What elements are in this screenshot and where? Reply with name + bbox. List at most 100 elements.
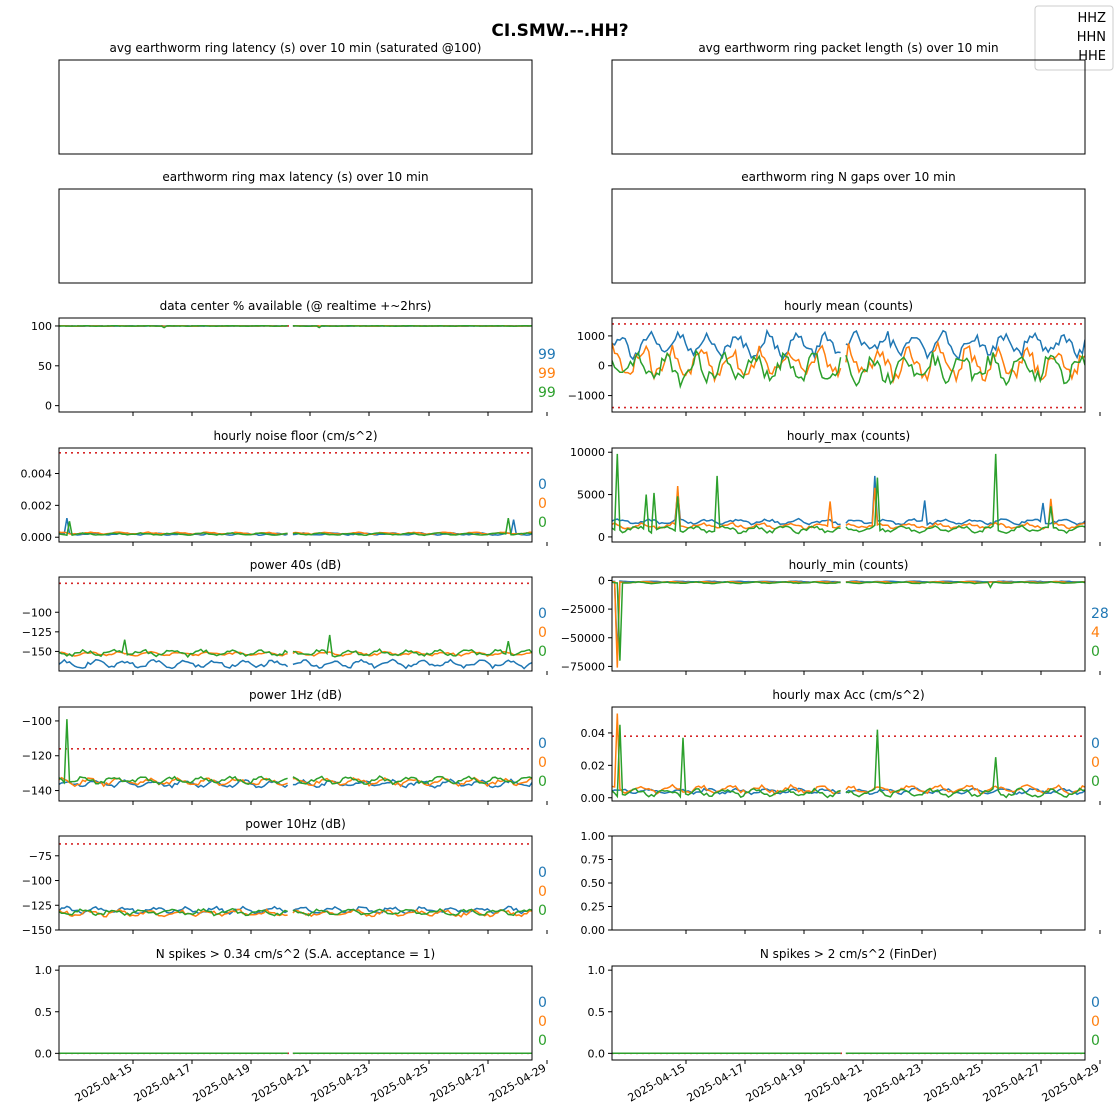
panel-title: N spikes > 2 cm/s^2 (FinDer) [760, 947, 937, 961]
panel-title: power 1Hz (dB) [249, 688, 342, 702]
panel-p2: avg earthworm ring packet length (s) ove… [611, 41, 1086, 155]
value-label-hhn: 0 [1091, 755, 1100, 771]
y-tick-label: 0.02 [581, 759, 606, 772]
series-line-hhe [845, 351, 1085, 387]
legend-box [1034, 5, 1114, 71]
value-label-hhn: 0 [538, 625, 547, 641]
panel-title: earthworm ring max latency (s) over 10 m… [162, 170, 428, 184]
series-line-hhn [612, 486, 841, 531]
y-tick-label: 0.002 [21, 499, 53, 512]
value-label-hhe: 0 [1091, 1033, 1100, 1049]
y-tick-label: 5000 [577, 489, 605, 502]
series-line-hhn [845, 340, 1085, 385]
figure-title: CI.SMW.--.HH? [491, 21, 628, 41]
series-line-hhe [292, 517, 532, 537]
series-line-hhe [59, 719, 288, 786]
plot-frame [611, 576, 1086, 672]
y-tick-label: −50000 [561, 632, 605, 645]
series-line-hhz [59, 779, 289, 789]
panel-p6: hourly mean (counts) −1000 0 1000 [568, 299, 1101, 416]
value-label-hhn: 0 [538, 1014, 547, 1030]
y-tick-label: 0.000 [21, 531, 53, 544]
y-tick-label: 0.75 [581, 854, 606, 867]
plot-frame [58, 188, 533, 284]
y-tick-label: 0.5 [35, 1006, 53, 1019]
y-tick-label: −150 [22, 924, 52, 937]
plot-frame [58, 59, 533, 155]
panel-p10: hourly_min (counts) −75000 −50000 −25000 0 28… [561, 558, 1109, 675]
series-line-hhe [292, 908, 532, 917]
series-line-hhe [292, 634, 532, 658]
y-tick-label: 0 [598, 574, 605, 587]
y-tick-label: 1.00 [581, 830, 606, 843]
value-label-hhz: 0 [1091, 736, 1100, 752]
series-line-hhe [59, 325, 288, 329]
value-label-hhz: 99 [538, 347, 556, 363]
panel-title: power 40s (dB) [250, 558, 341, 572]
panel-p13: power 10Hz (dB) −150 −125 −100 −75 0 0 0 [22, 817, 548, 937]
legend-entry-hhe: HHE [1078, 49, 1106, 64]
panel-p8: hourly_max (counts) 0 5000 10000 [570, 429, 1101, 546]
series-line-hhn [292, 908, 532, 918]
y-tick-label: 0.25 [581, 901, 606, 914]
value-label-hhz: 0 [538, 995, 547, 1011]
series-line-hhe [292, 324, 532, 329]
panel-title: avg earthworm ring packet length (s) ove… [698, 41, 998, 55]
value-label-hhn: 0 [538, 755, 547, 771]
value-label-hhn: 99 [538, 366, 556, 382]
value-label-hhe: 99 [538, 385, 556, 401]
panel-p7: hourly noise floor (cm/s^2) 0.000 0.002 0.0… [21, 429, 548, 546]
panel-p9: power 40s (dB) −150 −125 −100 0 0 0 [22, 558, 548, 675]
series-line-hhe [59, 907, 288, 917]
panel-title: hourly_min (counts) [789, 558, 909, 572]
plot-frame [611, 317, 1086, 413]
value-label-hhe: 0 [538, 1033, 547, 1049]
legend-entry-hhn: HHN [1077, 30, 1106, 45]
y-tick-label: −100 [22, 875, 52, 888]
panel-title: hourly max Acc (cm/s^2) [772, 688, 924, 702]
plot-frame [58, 576, 533, 672]
y-tick-label: −140 [22, 785, 52, 798]
y-tick-label: 0 [598, 531, 605, 544]
plot-frame [58, 706, 533, 802]
panel-p12: hourly max Acc (cm/s^2) 0.00 0.02 0.04 0 0 0 [581, 688, 1101, 805]
panel-p14: 0.00 0.25 0.50 0.75 1.00 [581, 830, 1101, 937]
series-line-hhz [59, 658, 289, 670]
series-line-hhe [612, 581, 841, 661]
plot-frame [611, 706, 1086, 802]
value-label-hhz: 0 [538, 736, 547, 752]
y-tick-label: 100 [31, 320, 52, 333]
value-label-hhe: 0 [1091, 774, 1100, 790]
series-line-hhe [59, 639, 289, 659]
series-line-hhz [612, 328, 841, 361]
value-label-hhz: 0 [1091, 995, 1100, 1011]
y-tick-label: −120 [22, 750, 52, 763]
y-tick-label: 0.00 [581, 792, 606, 805]
y-tick-label: −75000 [561, 660, 605, 673]
value-label-hhn: 0 [538, 884, 547, 900]
panel-p11: power 1Hz (dB) −140 −120 −100 0 0 0 [22, 688, 548, 805]
y-tick-label: 10000 [570, 446, 605, 459]
series-line-hhe [292, 775, 532, 786]
panel-title: hourly mean (counts) [784, 299, 913, 313]
y-tick-label: 0 [45, 400, 52, 413]
series-line-hhe [845, 581, 1085, 589]
series-line-hhe [845, 453, 1085, 535]
y-tick-label: 0.00 [581, 924, 606, 937]
panel-title: power 10Hz (dB) [245, 817, 346, 831]
series-line-hhe [59, 521, 288, 537]
plot-frame [58, 965, 533, 1061]
value-label-hhn: 4 [1091, 625, 1100, 641]
value-label-hhz: 28 [1091, 606, 1109, 622]
plot-frame [58, 447, 533, 543]
y-tick-label: −25000 [561, 603, 605, 616]
y-tick-label: −125 [22, 626, 52, 639]
series-line-hhz [845, 475, 1085, 527]
value-label-hhe: 0 [538, 774, 547, 790]
panel-title: N spikes > 0.34 cm/s^2 (S.A. acceptance … [156, 947, 435, 961]
panel-title: data center % available (@ realtime +~2h… [160, 299, 432, 313]
panel-p1: avg earthworm ring latency (s) over 10 m… [58, 41, 533, 155]
panel-p3: earthworm ring max latency (s) over 10 m… [58, 170, 533, 284]
series-line-hhz [845, 329, 1085, 361]
